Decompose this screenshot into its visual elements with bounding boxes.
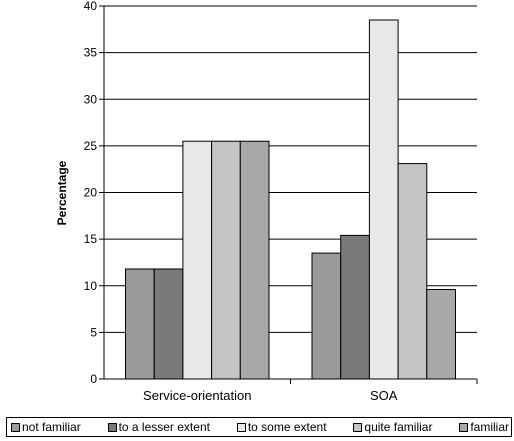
bar — [125, 268, 155, 380]
axes — [99, 5, 478, 384]
legend-item: quite familiar — [353, 420, 432, 434]
y-axis-title: Percentage — [55, 160, 69, 225]
bar-chart: 0 5 10 15 20 25 30 35 40 Service-orientation SOA P… — [55, 0, 478, 403]
bars — [125, 19, 456, 380]
legend-item: not familiar — [11, 420, 81, 434]
legend-label: familiar — [470, 420, 509, 434]
legend-swatch — [11, 422, 20, 432]
y-tick-label: 10 — [84, 279, 98, 293]
bar — [340, 234, 370, 380]
y-tick-label: 40 — [84, 0, 98, 13]
legend-swatch — [107, 422, 117, 432]
y-tick-label: 5 — [90, 325, 97, 339]
bar — [182, 140, 213, 380]
legend-label: quite familiar — [364, 420, 433, 434]
bar — [239, 140, 270, 380]
bar — [211, 140, 241, 380]
y-tick-label: 30 — [84, 92, 98, 106]
legend-swatch — [459, 422, 469, 432]
y-tick-label: 0 — [90, 372, 97, 386]
x-category-label: Service-orientation — [143, 388, 251, 403]
y-tick-label: 25 — [84, 139, 98, 153]
bar — [397, 163, 428, 380]
legend-swatch — [353, 422, 363, 432]
bar — [368, 19, 399, 380]
legend-label: to a lesser extent — [118, 420, 210, 434]
bar — [426, 288, 456, 380]
bar — [311, 252, 342, 380]
bar — [153, 268, 184, 380]
legend-swatch — [236, 422, 246, 432]
y-tick-label: 15 — [84, 232, 98, 246]
legend-label: to some extent — [247, 420, 327, 434]
legend-item: to a lesser extent — [107, 420, 210, 434]
tick-labels: 0 5 10 15 20 25 30 35 40 Service-orientation SOA — [84, 0, 398, 403]
legend: not familiar to a lesser extent to some ex… — [6, 417, 512, 437]
y-tick-label: 35 — [84, 46, 98, 60]
legend-label: not familiar — [22, 420, 81, 434]
legend-item: familiar — [459, 420, 509, 434]
y-tick-label: 20 — [84, 186, 98, 200]
x-category-label: SOA — [370, 388, 398, 403]
legend-item: to some extent — [236, 420, 327, 434]
